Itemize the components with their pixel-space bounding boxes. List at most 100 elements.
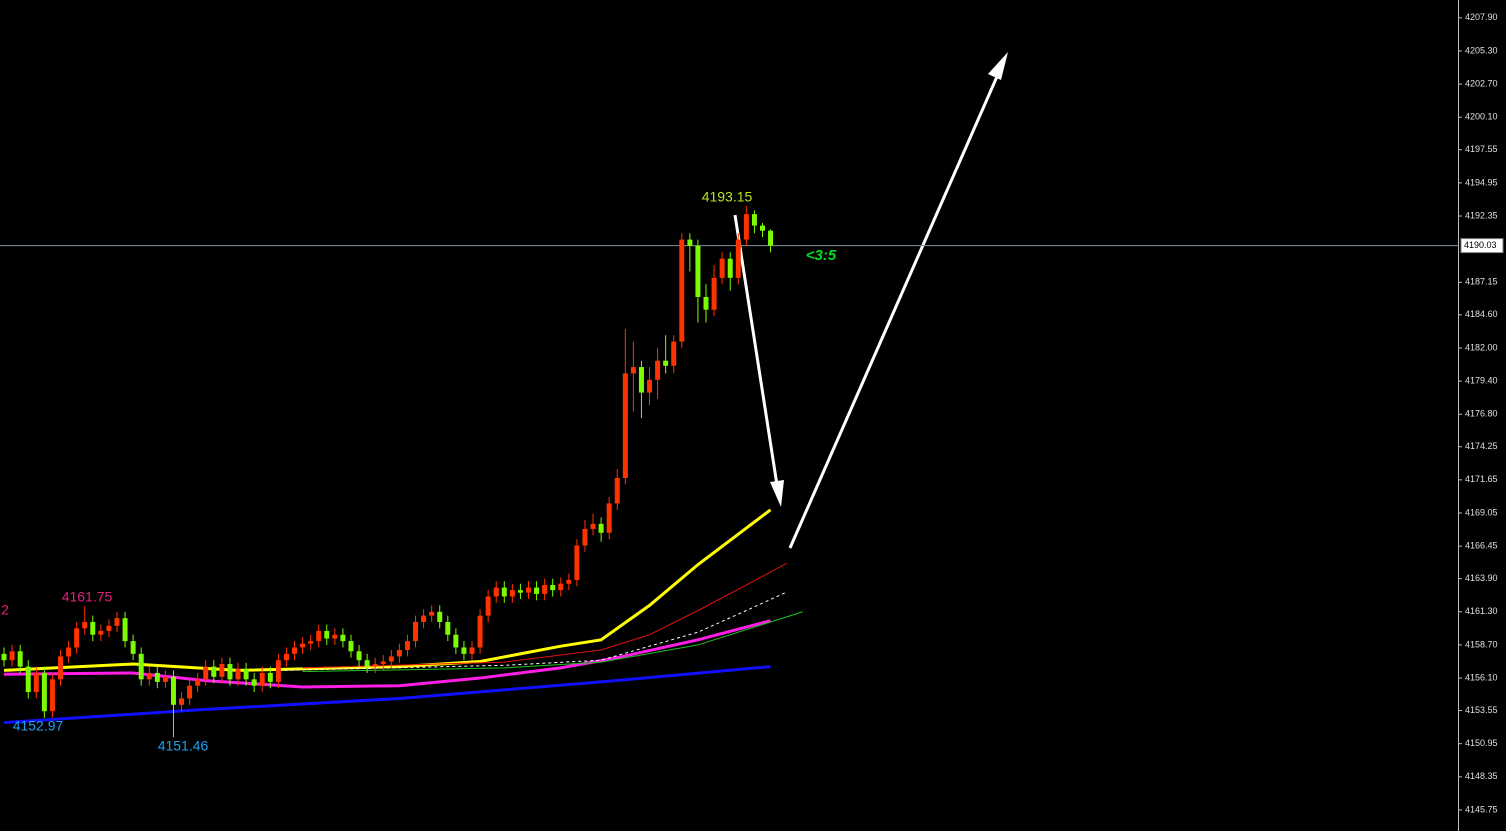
candle-body xyxy=(509,590,515,597)
y-tick-label: 4194.95 xyxy=(1465,177,1498,187)
candle xyxy=(364,653,370,673)
y-tick-label: 4179.40 xyxy=(1465,375,1498,385)
candle-body xyxy=(195,679,201,686)
candle xyxy=(130,634,136,661)
candle xyxy=(437,605,443,629)
candle xyxy=(114,611,120,633)
y-tick-label: 4202.70 xyxy=(1465,78,1498,88)
candle-body xyxy=(259,672,265,686)
candle-body xyxy=(146,672,152,680)
candle-body xyxy=(574,545,580,580)
candle xyxy=(340,628,346,648)
candle-body xyxy=(203,666,209,680)
candle-body xyxy=(429,611,435,616)
candle xyxy=(219,657,225,684)
annotation: 4161.75 xyxy=(62,589,113,605)
candle xyxy=(316,624,322,648)
candle-body xyxy=(300,643,306,648)
candle xyxy=(308,634,314,651)
candle-body xyxy=(759,225,765,231)
candle xyxy=(332,628,338,645)
candle xyxy=(259,666,265,693)
candle xyxy=(582,520,588,552)
candle xyxy=(1,647,7,667)
candle xyxy=(727,252,733,291)
candle xyxy=(396,643,402,663)
candle xyxy=(663,335,669,374)
candle xyxy=(429,605,435,622)
candle-body xyxy=(9,651,15,661)
candle xyxy=(590,513,596,536)
candle xyxy=(743,205,749,246)
candle-body xyxy=(380,661,386,665)
candle xyxy=(300,637,306,654)
candle-body xyxy=(453,634,459,648)
candle-body xyxy=(517,590,523,593)
candle-body xyxy=(1,653,7,661)
candle-body xyxy=(485,596,491,616)
candle xyxy=(170,670,176,738)
arrow-head xyxy=(770,480,784,507)
candle xyxy=(25,660,31,699)
candle-body xyxy=(663,360,669,366)
arrow-head xyxy=(988,52,1008,80)
candle-body xyxy=(655,360,661,380)
candle xyxy=(525,581,531,600)
candle xyxy=(203,660,209,686)
candle-body xyxy=(445,621,451,635)
candle-body xyxy=(703,296,709,310)
y-tick-label: 4161.30 xyxy=(1465,606,1498,616)
candle xyxy=(566,573,572,591)
candle xyxy=(501,581,507,603)
candle-body xyxy=(606,503,612,533)
candle-body xyxy=(727,258,733,278)
y-tick-label: 4174.25 xyxy=(1465,441,1498,451)
candle-body xyxy=(404,641,410,651)
candle xyxy=(49,672,55,718)
moving-average-line xyxy=(278,591,787,671)
candle xyxy=(154,666,160,689)
annotation: 4193.15 xyxy=(702,189,753,205)
candle-body xyxy=(130,641,136,654)
candle-body xyxy=(590,523,596,529)
candle-body xyxy=(25,666,31,693)
current-price-label: 4190.03 xyxy=(1464,240,1497,250)
candle xyxy=(324,624,330,645)
candle xyxy=(211,660,217,684)
y-tick-label: 4156.10 xyxy=(1465,672,1498,682)
y-tick-label: 4148.35 xyxy=(1465,771,1498,781)
candle xyxy=(106,619,112,638)
candle-body xyxy=(235,669,241,680)
y-tick-label: 4205.30 xyxy=(1465,45,1498,55)
candle-body xyxy=(437,611,443,622)
moving-average-line xyxy=(302,562,787,669)
candle xyxy=(461,641,467,661)
candle-body xyxy=(469,647,475,654)
candle-body xyxy=(122,618,128,642)
y-tick-label: 4163.90 xyxy=(1465,573,1498,583)
candle xyxy=(227,657,233,686)
candle-body xyxy=(243,669,249,680)
candle-body xyxy=(82,621,88,629)
candle-body xyxy=(671,341,677,366)
candle-body xyxy=(598,523,604,533)
candle xyxy=(485,590,491,622)
candle-body xyxy=(187,685,193,699)
candle-body xyxy=(90,621,96,635)
candle xyxy=(647,367,653,406)
candle xyxy=(517,583,523,600)
candle-body xyxy=(348,641,354,652)
candle xyxy=(404,634,410,657)
candle-body xyxy=(372,664,378,667)
annotation: 4151.46 xyxy=(158,738,209,754)
candle-body xyxy=(324,630,330,639)
moving-average-line xyxy=(3,665,771,725)
arrow-up xyxy=(788,71,1001,549)
candle xyxy=(453,628,459,654)
candle-body xyxy=(340,634,346,642)
candle xyxy=(759,223,765,238)
candle xyxy=(421,609,427,629)
candle-body xyxy=(525,587,531,593)
candle-body xyxy=(251,679,257,686)
